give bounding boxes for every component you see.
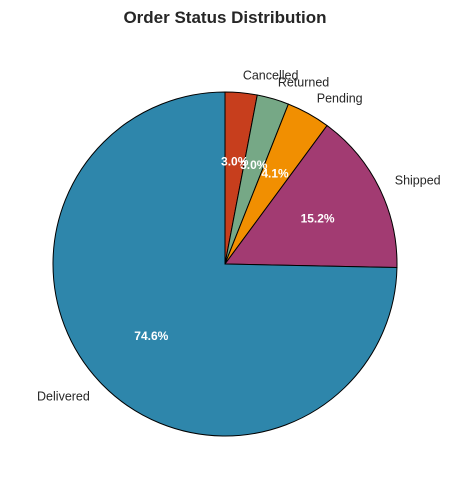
slice-label-cancelled: Cancelled — [243, 69, 299, 83]
pie-slice-shipped — [224, 124, 398, 269]
slice-label-delivered: Delivered — [37, 389, 90, 403]
pie-slice-delivered — [52, 91, 398, 437]
slice-label-pending: Pending — [317, 92, 363, 106]
slice-label-shipped: Shipped — [395, 173, 441, 187]
pie-percent-labels: 3.0%3.0%4.1%15.2%74.6% — [134, 154, 335, 343]
slice-percent-returned: 3.0% — [240, 158, 268, 172]
pie-slices — [52, 91, 398, 437]
slice-percent-pending: 4.1% — [261, 167, 289, 181]
slice-label-returned: Returned — [278, 75, 329, 89]
slice-percent-cancelled: 3.0% — [221, 154, 249, 168]
slice-percent-shipped: 15.2% — [301, 211, 335, 225]
slice-percent-delivered: 74.6% — [134, 329, 168, 343]
chart-title: Order Status Distribution — [123, 8, 326, 27]
